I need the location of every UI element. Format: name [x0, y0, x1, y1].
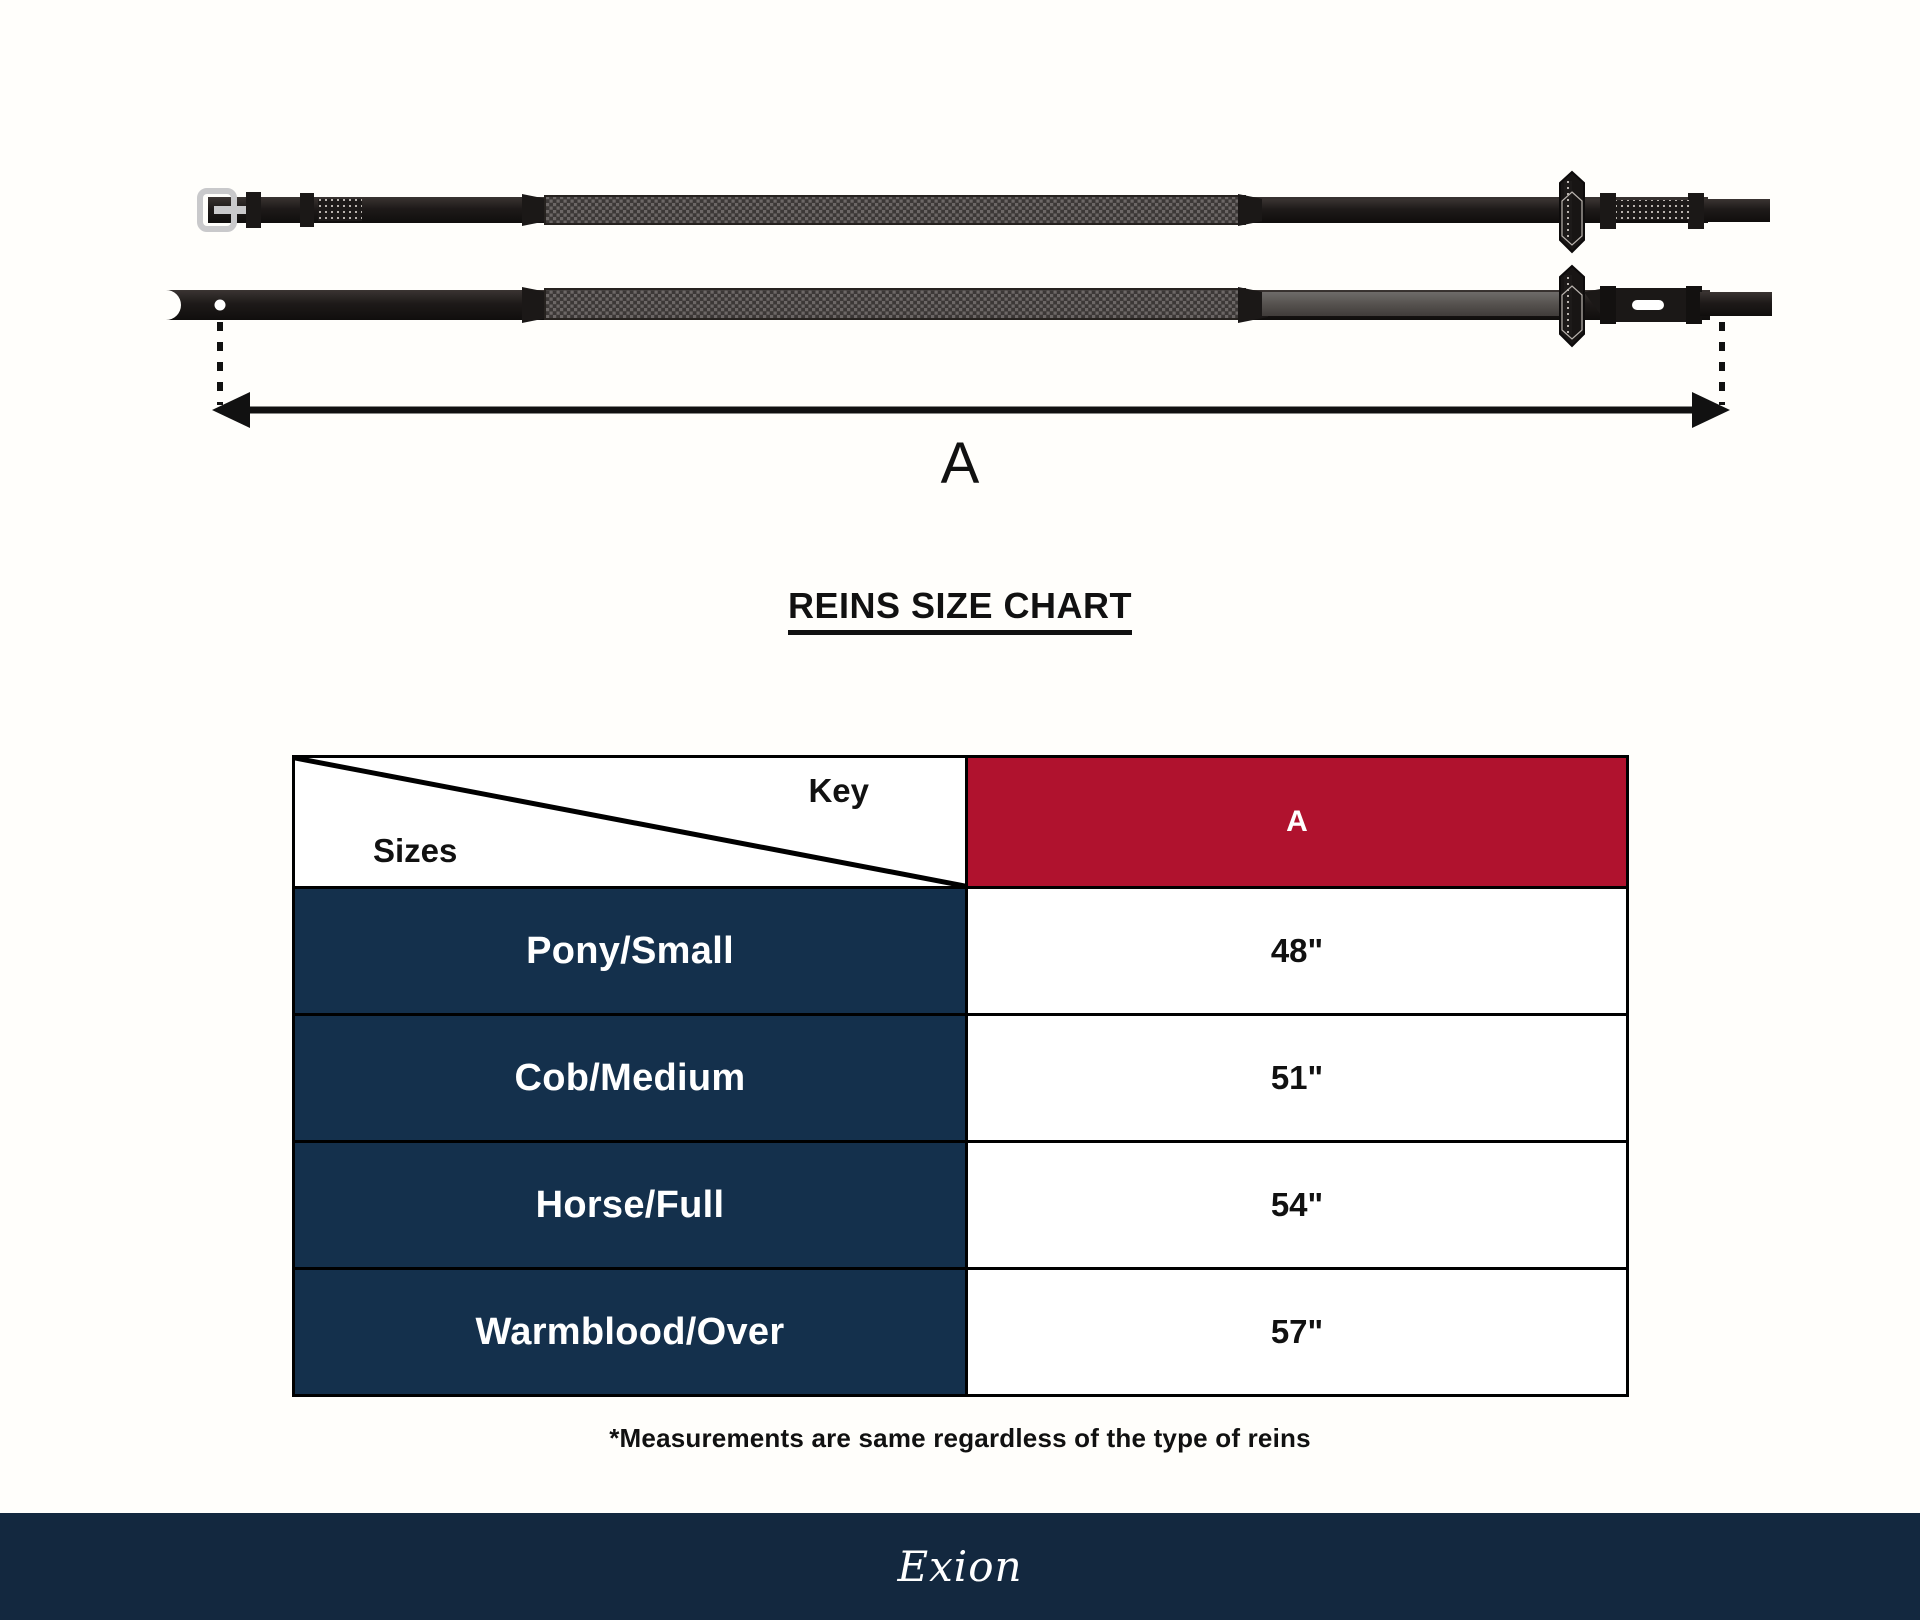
header-key-label: Key — [808, 772, 869, 809]
buckle-end-rein — [197, 170, 1770, 254]
table-body: Key Sizes A Pony/Small 48" Cob/Medium 51… — [292, 755, 1629, 1397]
value-a-pony-small: 48" — [965, 886, 1629, 1016]
header-measurement-a: A — [965, 755, 1629, 889]
reins-illustration — [166, 170, 1772, 428]
size-label-horse-full: Horse/Full — [292, 1140, 968, 1270]
billet-slot — [1632, 300, 1664, 310]
table-header-row: Key Sizes A — [292, 755, 1629, 889]
table-row: Horse/Full 54" — [292, 1140, 1629, 1270]
page-title: REINS SIZE CHART — [0, 585, 1920, 635]
value-a-warmblood-over: 57" — [965, 1267, 1629, 1397]
buckle-icon — [197, 188, 250, 232]
size-label-cob-medium: Cob/Medium — [292, 1013, 968, 1143]
page-title-text: REINS SIZE CHART — [787, 585, 1133, 635]
dimension-key-letter: A — [940, 431, 980, 496]
size-label-warmblood-over: Warmblood/Over — [292, 1267, 968, 1397]
rein-stopper — [1559, 264, 1585, 348]
table-row: Pony/Small 48" — [292, 886, 1629, 1016]
length-dimension-arrow — [212, 322, 1730, 428]
footer-band: Exion — [0, 1513, 1920, 1620]
billet-end-rein — [166, 264, 1772, 348]
table-row: Warmblood/Over 57" — [292, 1267, 1629, 1397]
size-chart-table: Key Sizes A Pony/Small 48" Cob/Medium 51… — [292, 755, 1629, 1397]
brand-logo: Exion — [897, 1542, 1023, 1591]
table-row: Cob/Medium 51" — [292, 1013, 1629, 1143]
diagonal-divider-icon — [295, 758, 965, 886]
measurements-footnote: *Measurements are same regardless of the… — [609, 1423, 1311, 1453]
value-a-cob-medium: 51" — [965, 1013, 1629, 1143]
rein-stopper — [1559, 170, 1585, 254]
size-label-pony-small: Pony/Small — [292, 886, 968, 1016]
header-sizes-label: Sizes — [373, 832, 458, 869]
value-a-horse-full: 54" — [965, 1140, 1629, 1270]
header-key-sizes-cell: Key Sizes — [292, 755, 968, 889]
measurement-hole — [214, 299, 226, 311]
buckle-holes — [318, 199, 362, 221]
